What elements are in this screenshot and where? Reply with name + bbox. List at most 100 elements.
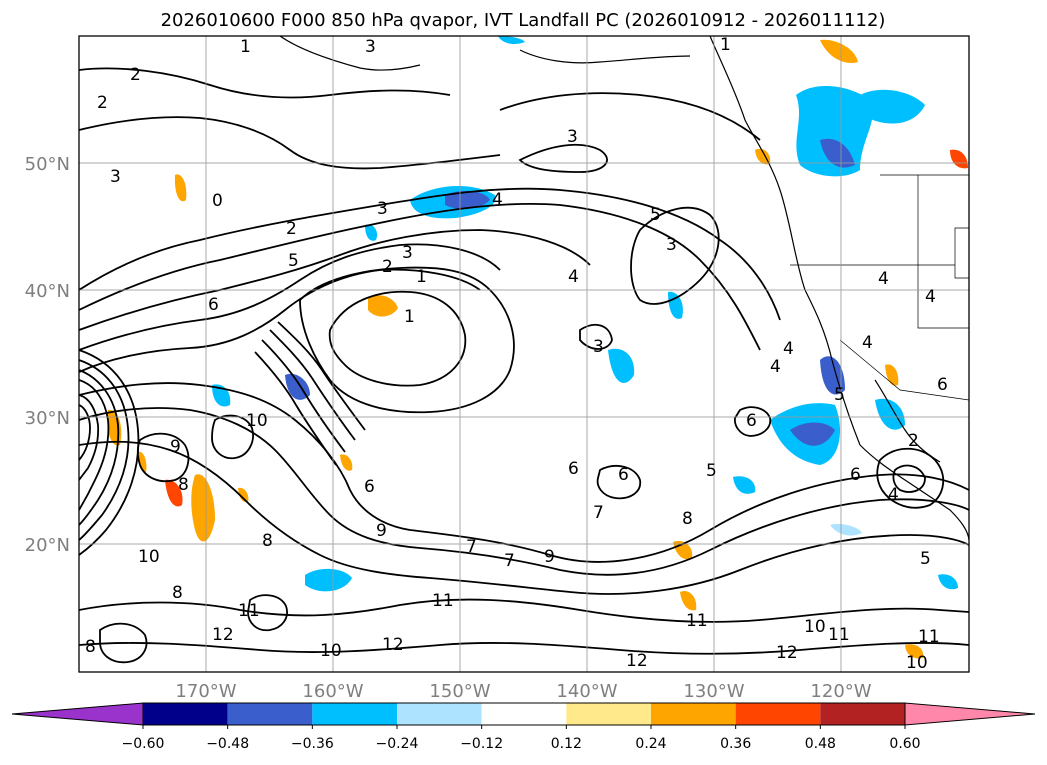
map-panel: 1 2 2 3 0 3 4 2 5 2 3 1 1 6 3 1 3 5 3 4	[78, 35, 970, 673]
state-borders	[790, 174, 969, 401]
colorbar-label: −0.60	[122, 736, 165, 752]
contour-line	[79, 268, 481, 373]
contour-label: 1	[416, 267, 427, 287]
contour-line	[79, 642, 969, 655]
anomaly-patch	[733, 476, 756, 494]
anomaly-patch	[875, 398, 905, 430]
contour-label: 7	[504, 551, 515, 571]
coastline-mexico	[859, 444, 969, 541]
colorbar-swatch	[143, 703, 228, 725]
contour-line	[79, 116, 501, 170]
contour-label: 10	[320, 641, 342, 661]
contour-line	[79, 187, 781, 321]
contour-line	[277, 321, 366, 431]
contour-label: 9	[170, 437, 181, 457]
contour-line	[261, 339, 346, 453]
colorbar-swatch	[312, 703, 397, 725]
contour-line	[892, 464, 926, 493]
lat-label: 20°N	[25, 535, 70, 556]
anomaly-patch	[755, 148, 771, 165]
contour-label: 11	[238, 601, 260, 621]
contour-line	[328, 290, 467, 387]
contour-line	[79, 382, 969, 563]
colorbar-label: 0.48	[805, 736, 836, 752]
colorbar-swatch	[566, 703, 651, 725]
colorbar-swatch	[820, 703, 905, 725]
contour-label: 4	[783, 339, 794, 359]
anomaly-patch	[174, 174, 187, 202]
contour-line	[79, 369, 120, 526]
contour-line	[211, 414, 254, 460]
contour-label: 11	[918, 627, 940, 647]
contour-label: 1	[404, 307, 415, 327]
colorbar-label: 0.12	[551, 736, 582, 752]
contour-label: 2	[130, 65, 141, 85]
colorbar: −0.60 −0.48 −0.36 −0.24 −0.12 0.12 0.24 0.36 0.4…	[11, 702, 1036, 752]
contour-label: 12	[212, 625, 234, 645]
contour-label: 4	[925, 287, 936, 307]
colorbar-label: −0.24	[376, 736, 419, 752]
contour-line	[596, 465, 642, 500]
contour-label: 8	[262, 531, 273, 551]
lon-label: 150°W	[429, 681, 490, 702]
lat-label: 30°N	[25, 408, 70, 429]
contour-label: 11	[686, 611, 708, 631]
anomaly-patch	[680, 590, 697, 611]
lon-label: 130°W	[683, 681, 744, 702]
contour-label: 8	[178, 475, 189, 495]
anomaly-patch	[905, 644, 924, 659]
contour-line	[579, 323, 613, 350]
anomaly-patch	[340, 454, 353, 471]
anomaly-patch	[668, 291, 683, 319]
coastline-gulf-of-alaska	[519, 49, 691, 64]
colorbar-label: −0.12	[460, 736, 503, 752]
contour-label: 5	[834, 385, 845, 405]
contour-line	[499, 92, 761, 141]
contour-label: 7	[466, 537, 477, 557]
contour-label: 4	[878, 269, 889, 289]
border-state	[954, 227, 969, 279]
colorbar-swatch	[735, 703, 821, 725]
anomaly-patch	[368, 295, 398, 317]
contour-label: 6	[937, 375, 948, 395]
contour-line	[79, 229, 591, 331]
contour-label: 2	[97, 93, 108, 113]
contour-label: 3	[377, 199, 388, 219]
anomaly-patch	[796, 85, 873, 177]
contour-label: 4	[888, 485, 899, 505]
anomaly-patch	[305, 568, 352, 592]
coastline-west-north-america	[709, 36, 861, 446]
anomaly-patch	[790, 422, 835, 446]
contour-label: 6	[746, 411, 757, 431]
contour-label: 4	[568, 267, 579, 287]
contour-label: 4	[770, 357, 781, 377]
latitude-labels: 50°N 40°N 30°N 20°N	[25, 154, 70, 556]
contour-line	[79, 407, 969, 576]
anomaly-patch	[830, 523, 862, 536]
colorbar-label: 0.24	[635, 736, 666, 752]
colorbar-swatch	[397, 703, 482, 725]
contour-line	[247, 594, 288, 632]
contour-label: 8	[682, 509, 693, 529]
contour-line	[79, 404, 91, 461]
contour-label: 8	[85, 637, 96, 657]
contour-label: 10	[804, 617, 826, 637]
lon-label: 140°W	[556, 681, 617, 702]
colorbar-label: 0.36	[720, 736, 751, 752]
contour-line	[876, 447, 944, 509]
contour-line	[299, 266, 515, 414]
anomaly-patch	[238, 487, 249, 503]
contour-line	[269, 329, 356, 441]
colorbar-swatch	[651, 703, 736, 725]
contour-line	[136, 432, 190, 483]
anomaly-patch	[860, 89, 925, 124]
anomaly-patch	[498, 36, 525, 44]
contour-label: 6	[364, 477, 375, 497]
anomaly-patch	[820, 39, 858, 64]
colorbar-label: −0.48	[206, 736, 249, 752]
contour-label: 3	[365, 37, 376, 57]
border-state	[917, 175, 969, 329]
contour-line	[79, 379, 110, 511]
contour-label: 1	[240, 37, 251, 57]
